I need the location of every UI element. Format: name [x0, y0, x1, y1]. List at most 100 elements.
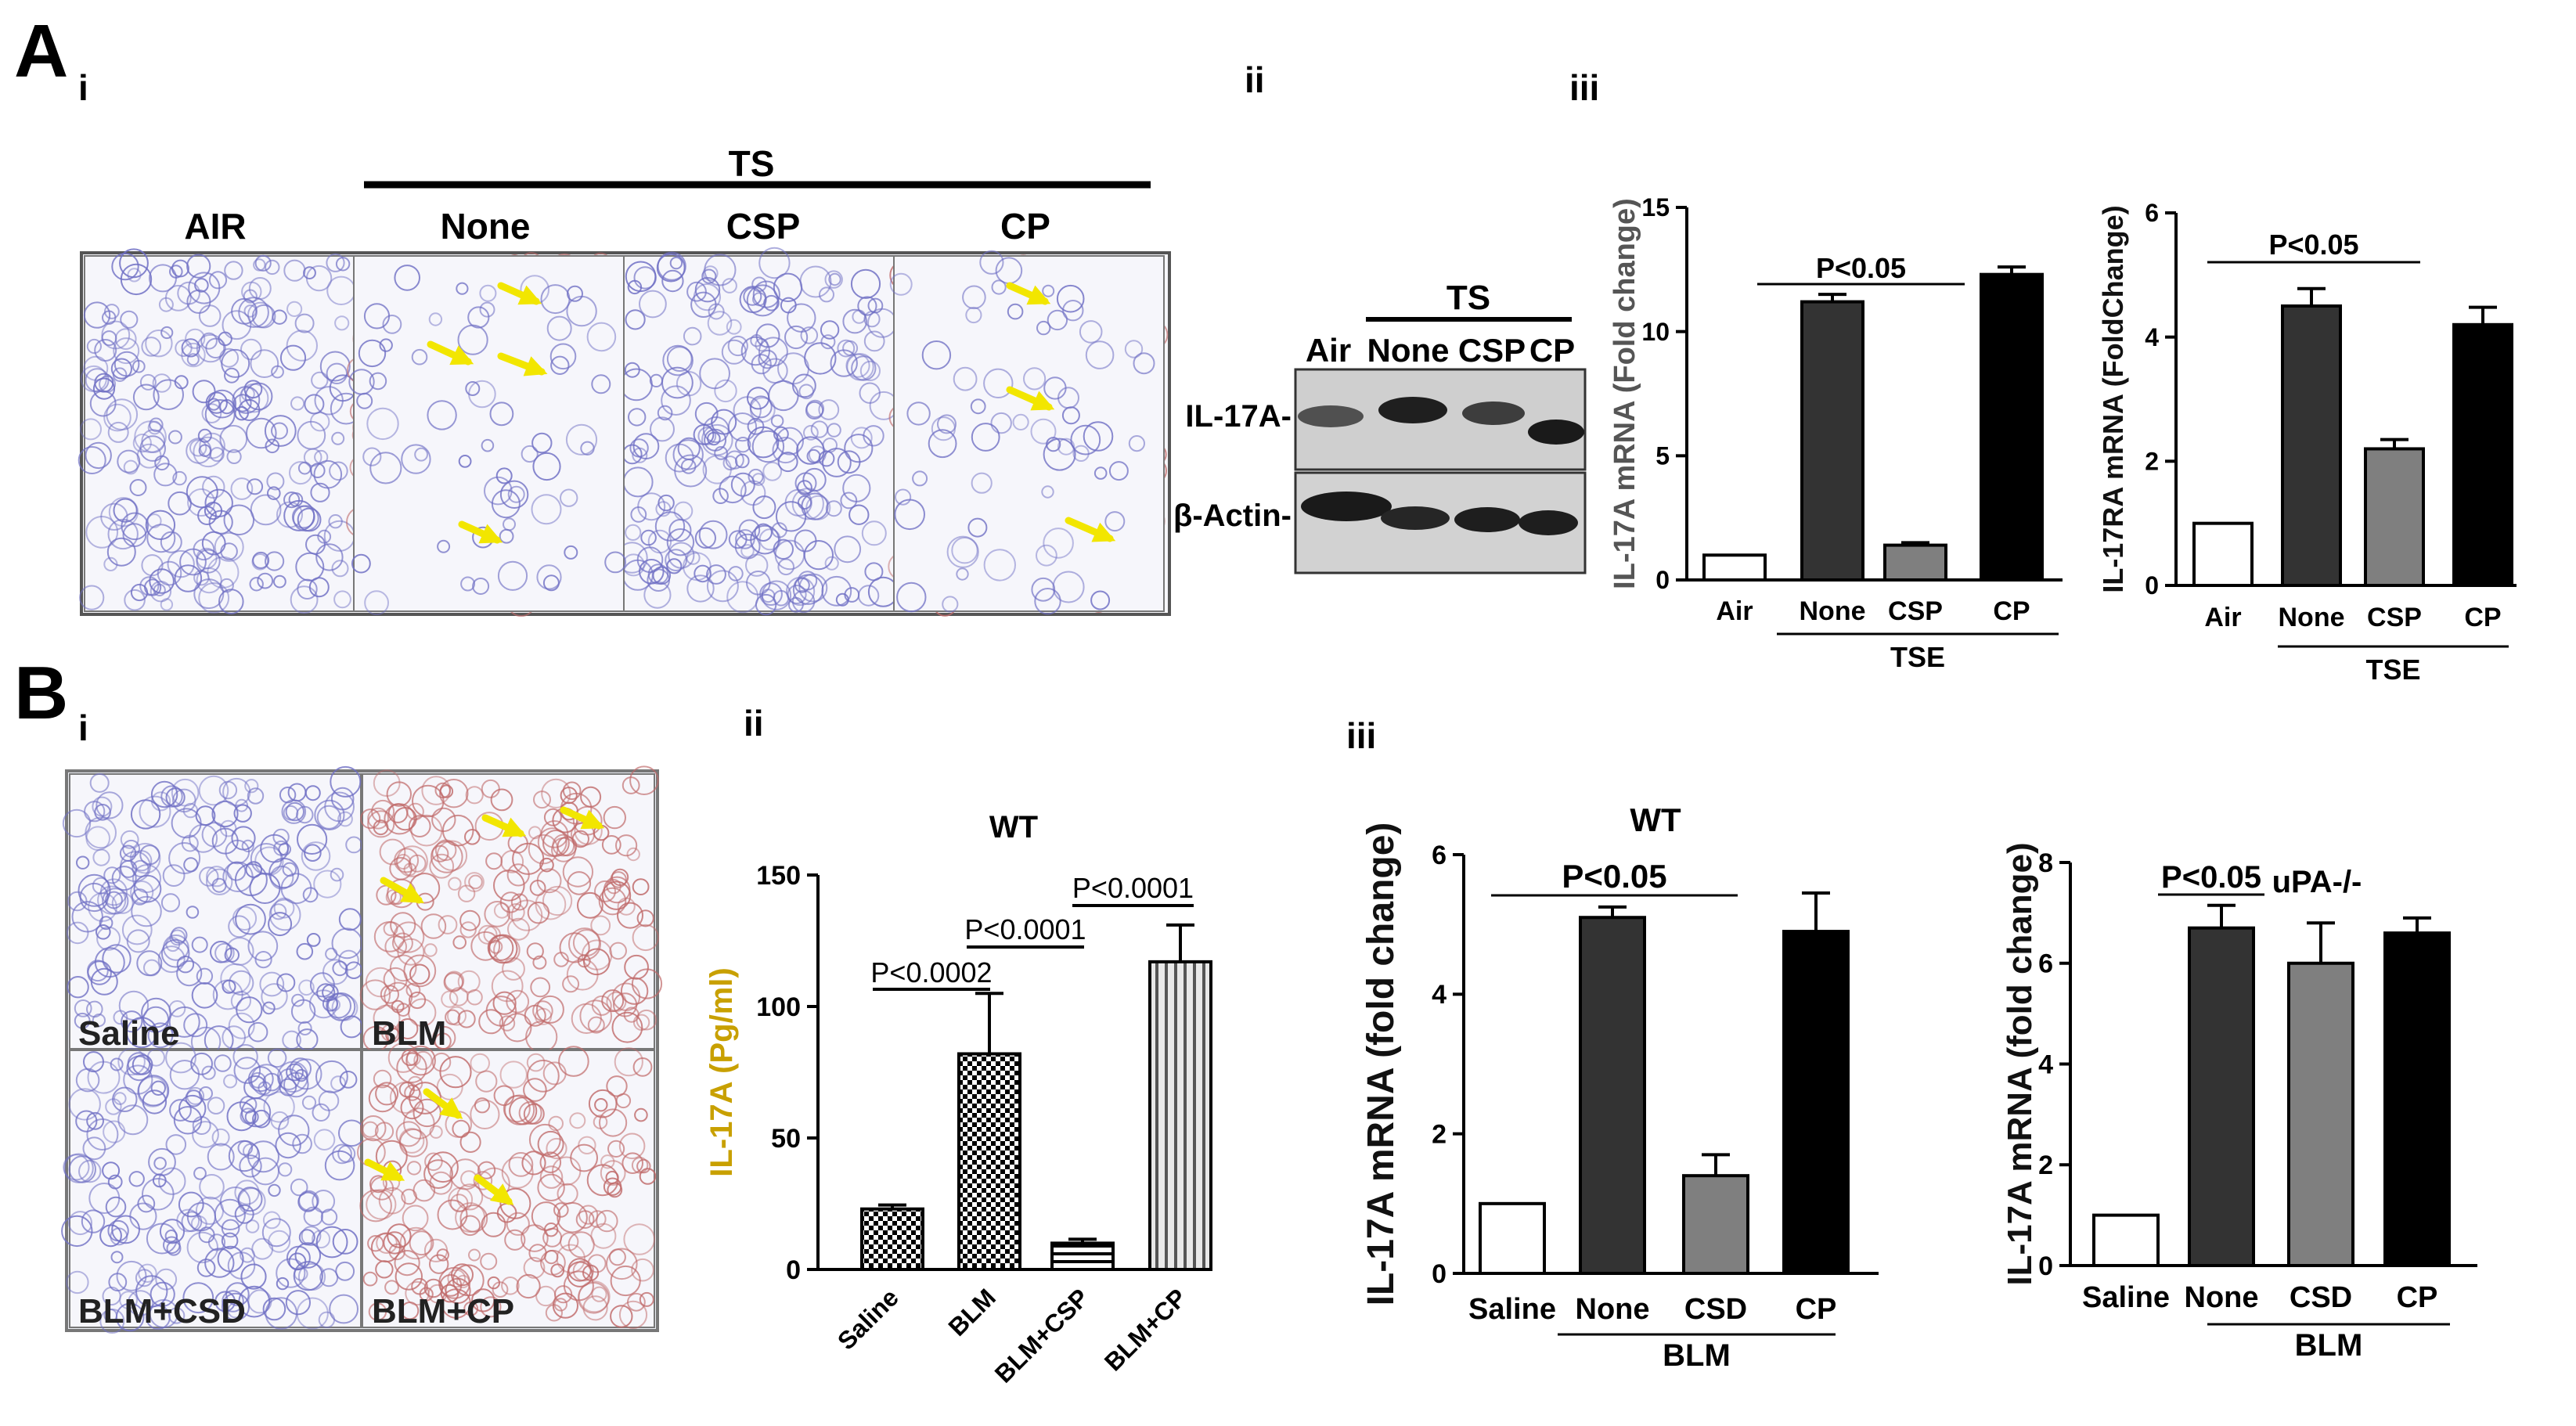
- tissue-cell: [1012, 413, 1029, 431]
- tissue-cell: [606, 879, 621, 895]
- tissue-cell: [148, 1147, 176, 1176]
- tissue-cell: [270, 903, 287, 920]
- tissue-cell: [385, 1027, 401, 1042]
- tissue-cell: [537, 1173, 565, 1202]
- tissue-cell: [174, 564, 203, 592]
- tissue-cell: [516, 1273, 541, 1299]
- tissue-cell: [310, 412, 330, 432]
- tissue-cell: [683, 326, 702, 346]
- tissue-cell: [247, 478, 264, 495]
- tissue-cell: [1062, 300, 1084, 322]
- tissue-cell: [85, 368, 110, 393]
- tissue-cell: [424, 1152, 443, 1172]
- tissue-cell: [227, 1251, 256, 1280]
- tissue-cell: [431, 1052, 452, 1072]
- tissue-cell: [383, 1231, 406, 1255]
- y-tick-label: 0: [786, 1255, 801, 1285]
- tissue-cell: [857, 296, 877, 316]
- tissue-cell: [389, 1081, 423, 1115]
- tissue-cell: [488, 939, 503, 954]
- tissue-cell: [477, 1161, 496, 1179]
- tissue-cell: [699, 358, 730, 390]
- y-tick-label: 4: [2038, 1050, 2053, 1079]
- y-axis-label: IL-17RA mRNA (FoldChange): [2097, 205, 2129, 592]
- tissue-cell: [314, 799, 345, 831]
- tissue-cell: [297, 1021, 312, 1036]
- tissue-cell: [487, 1276, 500, 1290]
- tissue-cell: [542, 885, 573, 916]
- tissue-cell: [942, 596, 959, 613]
- tissue-cell: [706, 570, 739, 603]
- tissue-cell: [536, 868, 562, 894]
- tissue-cell: [333, 590, 351, 609]
- tissue-cell: [244, 779, 259, 794]
- tissue-cell: [371, 799, 395, 823]
- tissue-cell: [604, 551, 626, 574]
- tissue-cell: [160, 531, 182, 553]
- yellow-arrow-icon: [423, 1088, 463, 1119]
- y-tick-label: 2: [1432, 1120, 1447, 1150]
- tissue-cell: [539, 1151, 562, 1173]
- tissue-cell: [548, 1115, 564, 1132]
- tissue-cell: [186, 1086, 205, 1105]
- tissue-cell: [295, 552, 325, 582]
- tissue-cell: [655, 501, 672, 517]
- band-il17a-cp: [1528, 420, 1584, 445]
- tissue-cell: [552, 1292, 579, 1319]
- tissue-cell: [396, 845, 428, 877]
- tissue-cell: [506, 1212, 530, 1236]
- tissue-cell: [100, 502, 128, 531]
- tissue-cell: [632, 924, 659, 952]
- tissue-cell: [285, 801, 304, 822]
- tissue-cell: [474, 1097, 491, 1114]
- tissue-cell: [553, 1202, 569, 1218]
- tissue-cell: [223, 504, 255, 536]
- tissue-cell: [94, 339, 117, 362]
- band-actin-cp: [1519, 510, 1578, 535]
- tissue-cell: [565, 423, 598, 456]
- tissue-cell: [784, 325, 809, 350]
- tissue-cell: [448, 877, 462, 891]
- band-il17a-air: [1298, 405, 1364, 427]
- tissue-cell: [86, 1111, 104, 1130]
- tissue-cell: [139, 576, 160, 596]
- tissue-cell: [243, 304, 258, 318]
- tissue-cell: [297, 420, 326, 450]
- tissue-cell: [436, 1073, 463, 1100]
- tissue-cell: [189, 439, 207, 457]
- x-tick-label: None: [2279, 603, 2345, 632]
- tissue-cell: [92, 1014, 106, 1028]
- tissue-cell: [397, 1018, 419, 1039]
- tissue-cell: [181, 342, 206, 368]
- bar-csd: [1682, 1174, 1749, 1275]
- tissue-cell: [434, 782, 451, 799]
- tissue-cell: [407, 1075, 423, 1092]
- tissue-cell: [1056, 284, 1085, 313]
- tissue-cell: [541, 778, 571, 808]
- tissue-cell: [95, 791, 124, 819]
- tissue-cell: [752, 280, 780, 308]
- bar-air: [2192, 521, 2254, 588]
- tissue-cell: [191, 982, 218, 1009]
- tissue-cell: [90, 967, 118, 996]
- tissue-cell: [326, 992, 356, 1021]
- tissue-cell: [267, 486, 281, 501]
- bar-cp: [2383, 931, 2451, 1267]
- tissue-cell: [577, 891, 603, 919]
- tissue-cell: [252, 1109, 271, 1129]
- tissue-cell: [399, 1226, 433, 1260]
- tissue-cell: [624, 362, 640, 378]
- tissue-cell: [468, 874, 483, 890]
- tissue-cell: [518, 1101, 542, 1125]
- tissue-cell: [587, 1254, 607, 1273]
- x-tick-label: CP: [1993, 596, 2030, 626]
- tissue-cell: [195, 805, 216, 826]
- tissue-cell: [558, 1046, 589, 1077]
- yellow-arrow-icon: [380, 877, 424, 904]
- tissue-cell: [394, 265, 421, 291]
- tissue-cell: [312, 1103, 330, 1122]
- x-tick-label: None: [1576, 1293, 1650, 1326]
- tissue-cell: [103, 1309, 117, 1323]
- tissue-cell: [704, 254, 737, 286]
- tissue-cell: [772, 437, 799, 464]
